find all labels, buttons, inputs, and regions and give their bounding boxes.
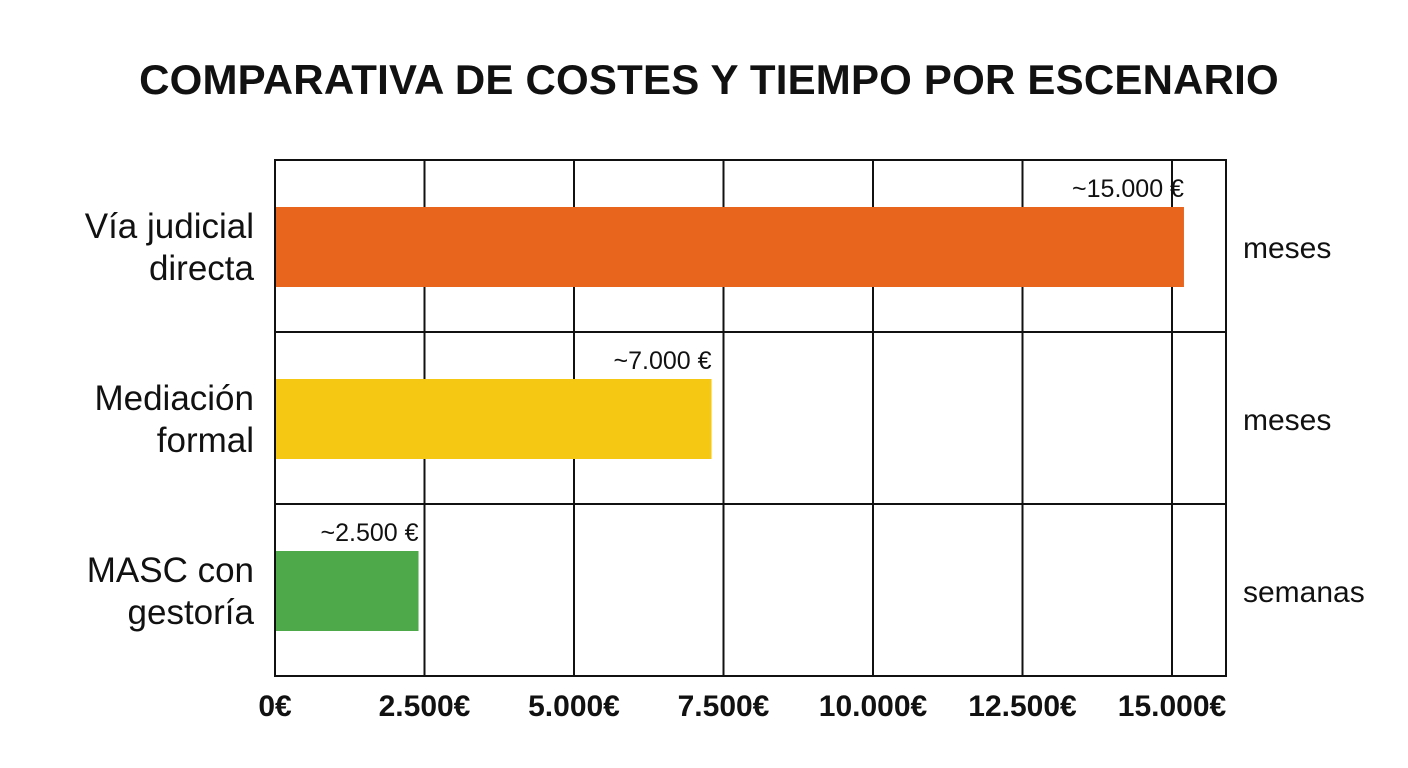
- category-label: Mediación: [94, 379, 254, 418]
- category-label: directa: [149, 249, 255, 288]
- x-tick-label: 10.000€: [819, 690, 928, 723]
- category-label: gestoría: [128, 593, 255, 632]
- x-tick-label: 15.000€: [1118, 690, 1227, 723]
- category-label: formal: [157, 421, 254, 460]
- x-tick-label: 7.500€: [678, 690, 770, 723]
- value-label: ~7.000 €: [614, 347, 712, 375]
- value-label: ~2.500 €: [321, 519, 419, 547]
- x-tick-label: 2.500€: [379, 690, 471, 723]
- chart-title: COMPARATIVA DE COSTES Y TIEMPO POR ESCEN…: [139, 56, 1279, 103]
- time-label: semanas: [1243, 576, 1365, 609]
- x-tick-label: 0€: [258, 690, 292, 723]
- category-label: Vía judicial: [85, 207, 254, 246]
- plot-frame: [274, 159, 1227, 677]
- bar: [275, 379, 712, 459]
- bar: [275, 207, 1184, 287]
- bar: [275, 551, 419, 631]
- labels-layer: 0€ 2.500€ 5.000€ 7.500€ 10.000€ 12.500€ 15.000…: [85, 175, 1365, 723]
- plot-border: [274, 159, 1227, 677]
- value-label: ~15.000 €: [1072, 175, 1184, 203]
- bars-layer: [275, 207, 1184, 631]
- category-label: MASC con: [87, 551, 254, 590]
- x-tick-label: 12.500€: [968, 690, 1077, 723]
- time-label: meses: [1243, 404, 1331, 437]
- time-label: meses: [1243, 232, 1331, 265]
- x-tick-label: 5.000€: [528, 690, 620, 723]
